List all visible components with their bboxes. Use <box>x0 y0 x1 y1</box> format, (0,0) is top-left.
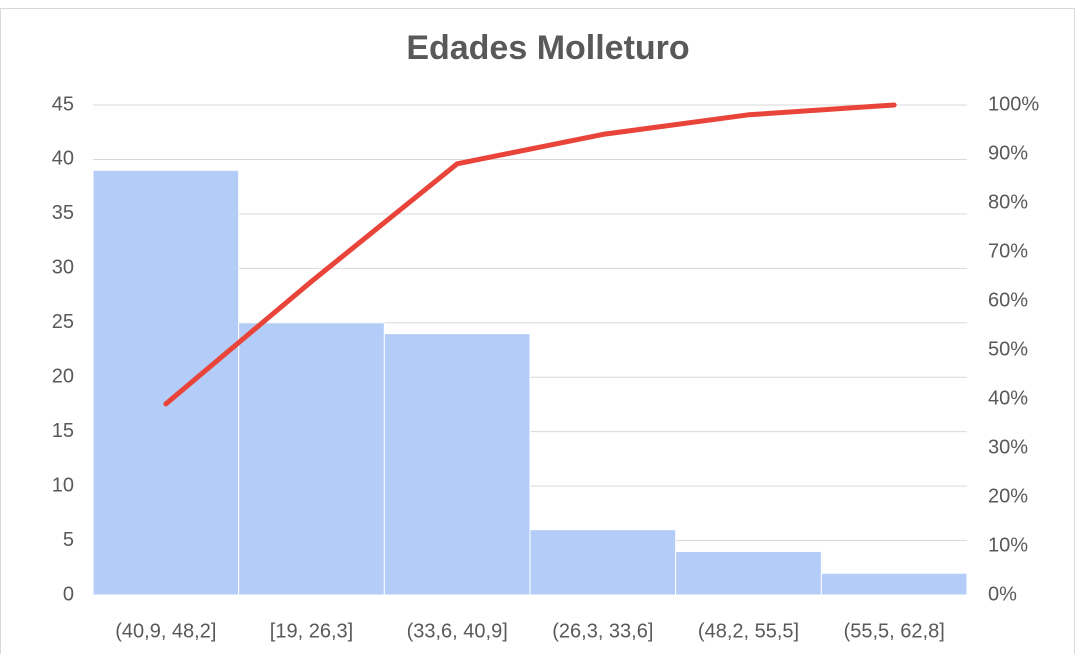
y2-tick-label: 70% <box>988 240 1028 262</box>
y2-tick-label: 60% <box>988 289 1028 311</box>
bar <box>529 529 677 596</box>
bar <box>92 169 240 596</box>
bar <box>675 550 822 596</box>
y2-tick-label: 50% <box>988 338 1028 360</box>
y-tick-label: 30 <box>52 257 74 279</box>
y2-tick-label: 30% <box>988 436 1028 458</box>
y2-tick-label: 10% <box>988 534 1028 556</box>
y2-tick-label: 90% <box>988 142 1028 164</box>
x-tick-label: (40,9, 48,2] <box>115 620 216 642</box>
y2-tick-label: 40% <box>988 387 1028 409</box>
y-tick-label: 10 <box>52 474 74 496</box>
x-tick-label: (33,6, 40,9] <box>407 620 508 642</box>
y-tick-label: 25 <box>52 311 74 333</box>
y2-tick-label: 0% <box>988 583 1017 605</box>
cumulative-line <box>163 102 897 407</box>
y-tick-label: 20 <box>52 366 74 388</box>
y2-tick-label: 100% <box>988 93 1039 115</box>
y-tick-label: 5 <box>63 529 74 551</box>
bar <box>238 322 385 596</box>
y2-tick-label: 80% <box>988 191 1028 213</box>
y-tick-label: 0 <box>63 583 74 605</box>
y-tick-label: 15 <box>52 420 74 442</box>
x-tick-label: (55,5, 62,8] <box>844 620 945 642</box>
bar <box>383 333 531 596</box>
y-tick-label: 45 <box>52 93 74 115</box>
bar <box>820 572 968 596</box>
y-tick-label: 35 <box>52 202 74 224</box>
chart-title: Edades Molleturo <box>406 29 689 67</box>
y-tick-label: 40 <box>52 148 74 170</box>
x-tick-label: (26,3, 33,6] <box>552 620 653 642</box>
x-tick-label: [19, 26,3] <box>270 620 353 642</box>
y2-tick-label: 20% <box>988 485 1028 507</box>
x-tick-label: (48,2, 55,5] <box>698 620 799 642</box>
